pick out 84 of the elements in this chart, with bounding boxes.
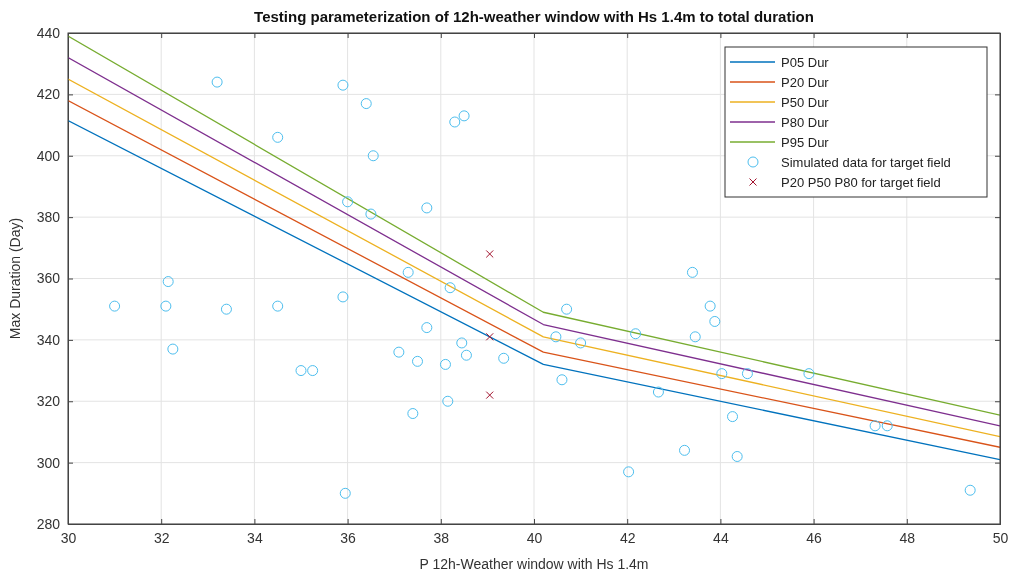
legend-label: P20 P50 P80 for target field [781, 175, 941, 190]
x-tick-label: 48 [899, 529, 916, 546]
point [339, 487, 351, 499]
point [442, 395, 454, 407]
point [449, 116, 461, 128]
point [342, 196, 354, 208]
point [407, 408, 419, 420]
y-tick-label: 340 [36, 331, 61, 348]
x-tick-label: 32 [153, 529, 170, 546]
point [272, 300, 284, 312]
point [360, 98, 372, 110]
legend-label: P20 Dur [781, 75, 830, 90]
y-tick-label: 280 [36, 515, 61, 532]
x-tick-label: 40 [526, 529, 543, 546]
point [393, 346, 405, 358]
point [367, 150, 379, 162]
point [881, 420, 893, 432]
y-tick-label: 420 [36, 86, 61, 103]
point [167, 343, 179, 355]
point [337, 291, 349, 303]
point [630, 328, 642, 340]
y-tick-label: 440 [36, 24, 61, 41]
point [220, 303, 232, 315]
point [623, 466, 635, 478]
point [716, 368, 728, 380]
point [803, 368, 815, 380]
point [421, 322, 433, 334]
point [561, 303, 573, 315]
legend-label: P05 Dur [781, 55, 830, 70]
x-tick-label: 38 [433, 529, 450, 546]
point [741, 368, 753, 380]
y-axis-title: Max Duration (Day) [7, 217, 23, 340]
x-tick-label: 44 [713, 529, 729, 546]
x-axis-title: P 12h-Weather window with Hs 1.4m [419, 556, 649, 572]
x-tick-label: 42 [619, 529, 636, 546]
point [485, 249, 494, 258]
legend-label: P95 Dur [781, 135, 830, 150]
point [686, 266, 698, 278]
point [456, 337, 468, 349]
point [869, 420, 881, 432]
point [460, 349, 472, 361]
point [295, 365, 307, 377]
x-tick-label: 36 [340, 529, 357, 546]
point [162, 276, 174, 288]
point [652, 386, 664, 398]
x-tick-label: 50 [992, 529, 1009, 546]
legend-label: Simulated data for target field [781, 155, 951, 170]
point [412, 355, 423, 367]
point [964, 484, 976, 496]
point [727, 411, 739, 423]
point [307, 365, 319, 377]
point [485, 332, 494, 341]
point [211, 76, 223, 88]
x-tick-label: 34 [247, 529, 263, 546]
legend-label: P80 Dur [781, 115, 830, 130]
point [731, 450, 743, 462]
x-tick-label: 46 [806, 529, 823, 546]
y-tick-label: 380 [36, 209, 61, 226]
y-tick-label: 300 [36, 454, 61, 471]
point [498, 352, 510, 364]
point [109, 300, 121, 312]
chart-title: Testing parameterization of 12h-weather window with Hs 1.4m to total duration [254, 8, 814, 25]
legend-label: P50 Dur [781, 95, 830, 110]
point [439, 358, 451, 370]
point [485, 391, 494, 400]
point [556, 374, 568, 386]
point [272, 131, 284, 143]
point [704, 300, 716, 312]
y-tick-label: 360 [36, 270, 61, 287]
point [444, 282, 456, 294]
point [402, 266, 414, 278]
point [421, 202, 433, 214]
point [365, 208, 377, 220]
point [689, 331, 701, 343]
point [679, 444, 691, 456]
point [458, 110, 470, 122]
point [337, 79, 349, 91]
x-tick-label: 30 [60, 529, 77, 546]
point [575, 337, 587, 349]
y-tick-label: 400 [36, 147, 61, 164]
point [709, 315, 721, 327]
point [550, 331, 562, 343]
point [160, 300, 172, 312]
y-tick-label: 320 [36, 393, 61, 410]
